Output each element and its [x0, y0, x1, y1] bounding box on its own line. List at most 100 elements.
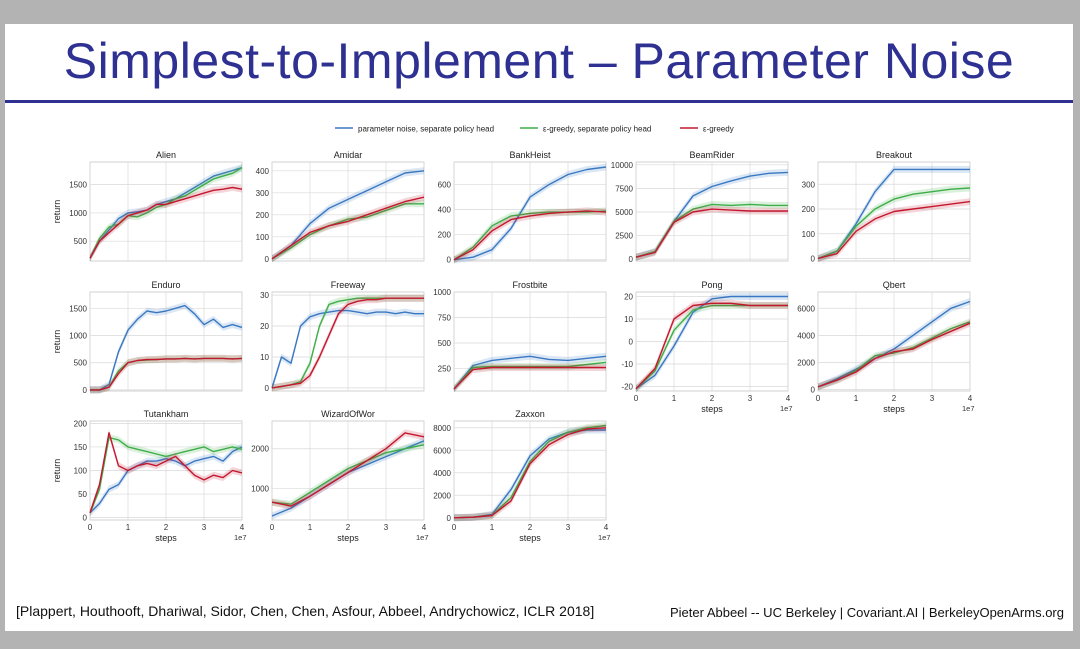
y-tick-label: 50: [78, 490, 87, 499]
y-tick-label: 500: [74, 359, 88, 368]
series-line: [817, 200, 971, 260]
panel-title: Frostbite: [512, 280, 547, 290]
panel-wizardofwor: WizardOfWor 0 1 2 3 4 steps 1e7 1000 2000: [251, 409, 428, 543]
y-tick-label: 5000: [615, 208, 633, 217]
y-tick-label: 0: [629, 338, 634, 347]
series-line: [271, 309, 424, 389]
series-line: [453, 427, 607, 519]
y-tick-label: 200: [256, 211, 270, 220]
series-band: [636, 201, 788, 261]
series-band: [90, 164, 242, 262]
x-tick-label: 3: [202, 523, 207, 532]
panel-title: WizardOfWor: [321, 409, 375, 419]
series-band: [90, 443, 242, 517]
y-tick-label: 4000: [797, 331, 815, 340]
y-tick-label: 500: [438, 339, 452, 348]
legend-label: ε-greedy: [703, 125, 734, 134]
series-line: [271, 297, 424, 389]
series-line: [90, 304, 243, 391]
x-axis-label: steps: [701, 404, 723, 414]
x-tick-label: 4: [422, 523, 427, 532]
series-line: [89, 446, 243, 514]
series-line: [271, 203, 424, 260]
panel-beamrider: BeamRider 0 2500 5000 7500 10000: [611, 150, 789, 264]
y-tick-label: 1000: [433, 288, 451, 297]
series-band: [90, 354, 242, 394]
y-tick-label: 0: [83, 386, 88, 395]
y-tick-label: 1000: [69, 332, 87, 341]
series-band: [90, 354, 242, 394]
series-line: [817, 322, 971, 388]
y-tick-label: 200: [802, 205, 816, 214]
y-tick-label: 20: [260, 322, 269, 331]
y-tick-label: 600: [438, 181, 452, 190]
panel-frostbite: Frostbite 250 500 750 1000: [433, 280, 607, 393]
panel-title: Breakout: [876, 150, 913, 160]
x-tick-label: 2: [528, 523, 533, 532]
y-tick-label: -10: [621, 360, 633, 369]
series-line: [453, 210, 607, 261]
y-tick-label: 20: [624, 293, 633, 302]
y-axis-label: return: [52, 459, 62, 483]
series-band: [272, 307, 424, 392]
panel-title: Zaxxon: [515, 409, 545, 419]
series-band: [636, 205, 788, 261]
title-underline: [5, 100, 1073, 103]
citation: [Plappert, Houthooft, Dhariwal, Sidor, C…: [16, 603, 595, 619]
panel-breakout: Breakout 0 100 200 300: [802, 150, 971, 264]
x-multiplier: 1e7: [780, 404, 793, 413]
y-tick-label: 2000: [433, 491, 451, 500]
panel-amidar: Amidar 0 100 200 300 400: [256, 150, 425, 264]
y-tick-label: 10: [260, 353, 269, 362]
panel-tutankham: Tutankham 0 1 2 3 4 steps 1e7 0 50 100 150 200 return: [52, 409, 247, 543]
y-tick-label: 10: [624, 315, 633, 324]
series-line: [453, 210, 607, 261]
slide: Simplest-to-Implement – Parameter Noise …: [5, 24, 1073, 631]
y-tick-label: 150: [74, 443, 88, 452]
series-line: [271, 170, 425, 260]
y-tick-label: -20: [621, 383, 633, 392]
y-axis-label: return: [52, 200, 62, 224]
x-tick-label: 3: [748, 394, 753, 403]
panel-title: BeamRider: [689, 150, 734, 160]
y-tick-label: 10000: [611, 161, 634, 170]
panel-title: Freeway: [331, 280, 366, 290]
y-tick-label: 2000: [797, 359, 815, 368]
y-tick-label: 100: [74, 467, 88, 476]
y-axis-label: return: [52, 330, 62, 354]
x-tick-label: 4: [786, 394, 791, 403]
panel-pong: Pong 0 1 2 3 4 steps 1e7 -20 -10 0 10 20: [621, 280, 792, 414]
y-tick-label: 0: [811, 255, 816, 264]
x-multiplier: 1e7: [598, 533, 611, 542]
x-tick-label: 2: [892, 394, 897, 403]
footer-credit: Pieter Abbeel -- UC Berkeley | Covariant…: [669, 605, 1064, 620]
y-tick-label: 1000: [69, 209, 87, 218]
y-tick-label: 250: [438, 365, 452, 374]
series-line: [635, 295, 788, 390]
series-line: [453, 166, 607, 261]
panel-zaxxon: Zaxxon 0 1 2 3 4 steps 1e7 0 2000 4000 6000 8000: [433, 409, 610, 543]
series-band: [454, 352, 606, 393]
series-band: [272, 441, 424, 508]
x-tick-label: 3: [566, 523, 571, 532]
x-tick-label: 0: [88, 523, 93, 532]
series-line: [271, 432, 425, 507]
legend-label: parameter noise, separate policy head: [358, 125, 494, 134]
legend-label: ε-greedy, separate policy head: [543, 125, 651, 134]
y-tick-label: 300: [256, 189, 270, 198]
x-tick-label: 0: [634, 394, 639, 403]
y-tick-label: 400: [256, 167, 270, 176]
x-tick-label: 2: [710, 394, 715, 403]
panel-title: Pong: [701, 280, 722, 290]
y-tick-label: 750: [438, 314, 452, 323]
series-line: [453, 355, 607, 390]
panel-qbert: Qbert 0 1 2 3 4 steps 1e7 0 2000 4000 6000: [797, 280, 974, 414]
series-band: [90, 429, 242, 517]
y-tick-label: 0: [629, 255, 634, 264]
series-band: [454, 207, 606, 264]
y-tick-label: 1500: [69, 304, 87, 313]
series-line: [89, 432, 243, 514]
series-line: [89, 436, 243, 514]
x-axis-label: steps: [519, 533, 541, 543]
y-tick-label: 2500: [615, 232, 633, 241]
